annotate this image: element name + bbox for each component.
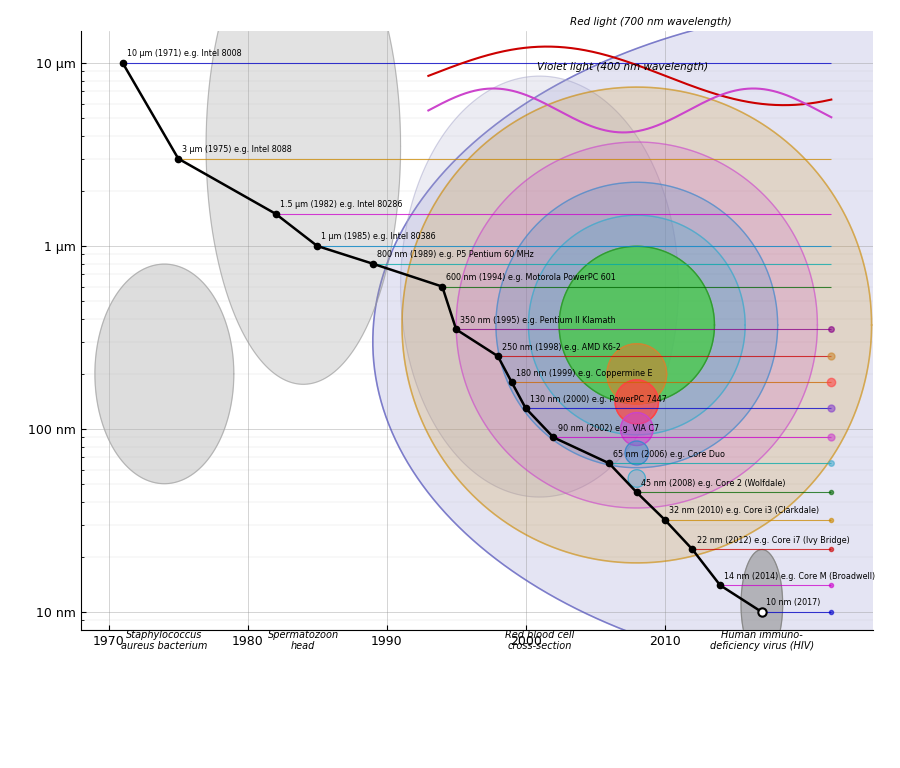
Text: 3 μm (1975) e.g. Intel 8088: 3 μm (1975) e.g. Intel 8088 <box>183 145 292 154</box>
Polygon shape <box>615 380 659 424</box>
Text: Red blood cell
cross-section: Red blood cell cross-section <box>505 630 574 651</box>
Text: 65 nm (2006) e.g. Core Duo: 65 nm (2006) e.g. Core Duo <box>613 449 725 458</box>
Text: 1.5 μm (1982) e.g. Intel 80286: 1.5 μm (1982) e.g. Intel 80286 <box>280 200 402 209</box>
Polygon shape <box>402 87 871 563</box>
Polygon shape <box>559 247 715 404</box>
Text: Staphylococcus
aureus bacterium: Staphylococcus aureus bacterium <box>122 630 208 651</box>
Polygon shape <box>528 215 745 435</box>
Text: 600 nm (1994) e.g. Motorola PowerPC 601: 600 nm (1994) e.g. Motorola PowerPC 601 <box>446 273 616 282</box>
Text: 32 nm (2010) e.g. Core i3 (Clarkdale): 32 nm (2010) e.g. Core i3 (Clarkdale) <box>669 506 819 515</box>
Text: 180 nm (1999) e.g. Coppermine E: 180 nm (1999) e.g. Coppermine E <box>516 369 652 378</box>
Polygon shape <box>456 142 817 508</box>
Text: Spermatozoon
head: Spermatozoon head <box>268 630 339 651</box>
Text: 22 nm (2012) e.g. Core i7 (Ivy Bridge): 22 nm (2012) e.g. Core i7 (Ivy Bridge) <box>697 536 850 545</box>
Text: Violet light (400 nm wavelength): Violet light (400 nm wavelength) <box>537 62 708 72</box>
Text: 1 μm (1985) e.g. Intel 80386: 1 μm (1985) e.g. Intel 80386 <box>321 233 436 241</box>
Text: 10 nm (2017): 10 nm (2017) <box>766 598 821 607</box>
Text: 90 nm (2002) e.g. VIA C7: 90 nm (2002) e.g. VIA C7 <box>558 424 659 432</box>
Text: 250 nm (1998) e.g. AMD K6-2: 250 nm (1998) e.g. AMD K6-2 <box>502 343 621 352</box>
Text: Human immuno-
deficiency virus (HIV): Human immuno- deficiency virus (HIV) <box>710 630 814 651</box>
Polygon shape <box>628 470 645 487</box>
Polygon shape <box>373 3 900 680</box>
Text: Red light (700 nm wavelength): Red light (700 nm wavelength) <box>570 17 732 27</box>
Text: 130 nm (2000) e.g. PowerPC 7447: 130 nm (2000) e.g. PowerPC 7447 <box>530 395 667 403</box>
Polygon shape <box>496 182 778 468</box>
Text: 45 nm (2008) e.g. Core 2 (Wolfdale): 45 nm (2008) e.g. Core 2 (Wolfdale) <box>641 478 786 488</box>
Text: 800 nm (1989) e.g. P5 Pentium 60 MHz: 800 nm (1989) e.g. P5 Pentium 60 MHz <box>377 250 534 259</box>
Polygon shape <box>206 0 400 384</box>
Polygon shape <box>607 344 667 404</box>
Polygon shape <box>620 412 653 445</box>
Text: 10 μm (1971) e.g. Intel 8008: 10 μm (1971) e.g. Intel 8008 <box>127 49 241 58</box>
Polygon shape <box>94 264 234 484</box>
Text: 350 nm (1995) e.g. Pentium II Klamath: 350 nm (1995) e.g. Pentium II Klamath <box>460 316 616 325</box>
Polygon shape <box>741 550 783 660</box>
Polygon shape <box>400 76 679 497</box>
Polygon shape <box>625 441 649 465</box>
Text: 14 nm (2014) e.g. Core M (Broadwell): 14 nm (2014) e.g. Core M (Broadwell) <box>724 571 876 581</box>
